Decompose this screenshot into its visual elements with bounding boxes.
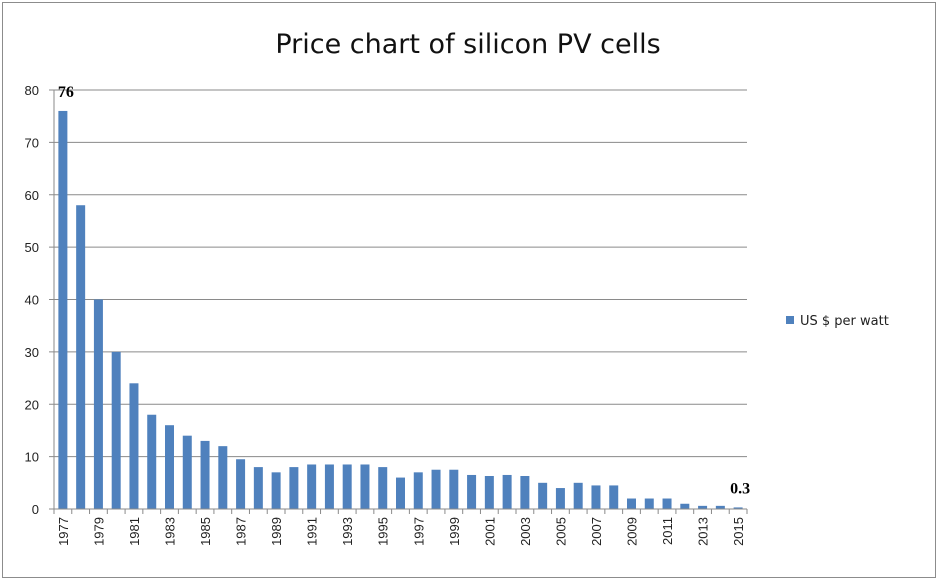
bar-2014 [715, 505, 725, 509]
x-tick-label-1997: 1997 [411, 517, 426, 546]
bar-1997 [413, 472, 423, 509]
bar-2005 [555, 488, 565, 509]
bar-1994 [360, 464, 370, 509]
bar-2006 [573, 482, 583, 509]
bar-2007 [591, 485, 601, 509]
x-tick-label-1977: 1977 [56, 517, 71, 546]
x-tick-label-2013: 2013 [696, 517, 711, 546]
x-tick-label-1983: 1983 [163, 517, 178, 546]
bar-1990 [289, 467, 299, 509]
bar-2008 [609, 485, 619, 509]
data-label-2015: 0.3 [730, 480, 750, 497]
x-tick-label-1993: 1993 [340, 517, 355, 546]
bar-1986 [218, 446, 228, 509]
bar-1985 [200, 440, 210, 509]
legend-entry-label: US $ per watt [800, 314, 889, 329]
bar-1992 [324, 464, 334, 509]
data-labels: 760.3 [58, 84, 750, 497]
bar-1984 [182, 435, 192, 509]
x-tick-label-1979: 1979 [91, 517, 106, 546]
axes: 0 10 20 30 40 50 60 70 80 1977 1979 1981 1983 1985 198… [25, 83, 748, 546]
y-tick-label-70: 70 [25, 135, 39, 150]
x-tick-label-2005: 2005 [553, 517, 568, 546]
bar-2009 [627, 498, 636, 509]
bar-1995 [378, 467, 388, 509]
x-tick-label-2011: 2011 [660, 517, 675, 545]
y-tick-label-60: 60 [25, 188, 39, 203]
y-tick-label-30: 30 [25, 345, 39, 360]
bar-2011 [662, 498, 672, 509]
x-tick-label-1995: 1995 [376, 517, 391, 546]
y-tick-label-20: 20 [25, 397, 39, 412]
bar-1981 [129, 383, 139, 509]
bar-2002 [502, 474, 512, 509]
bar-1982 [147, 414, 157, 509]
x-tick-label-2001: 2001 [482, 517, 497, 546]
bar-2003 [520, 476, 530, 509]
x-tick-label-2015: 2015 [731, 517, 746, 546]
bar-1999 [449, 469, 459, 509]
y-tick-label-50: 50 [25, 240, 39, 255]
legend: US $ per watt [786, 314, 889, 329]
x-tick-label-1989: 1989 [269, 517, 284, 546]
legend-swatch [786, 316, 794, 324]
x-tick-label-1981: 1981 [127, 517, 142, 546]
bar-1988 [253, 467, 263, 509]
bar-2000 [467, 474, 477, 509]
x-tick-label-2007: 2007 [589, 517, 604, 546]
x-tick-label-2009: 2009 [625, 517, 640, 546]
bar-series [58, 110, 743, 510]
x-tick-label-1999: 1999 [447, 517, 462, 546]
bar-1980 [111, 351, 121, 510]
x-tick-label-1985: 1985 [198, 517, 213, 546]
bar-1983 [165, 425, 174, 509]
bar-1979 [93, 299, 103, 509]
chart-title: Price chart of silicon PV cells [275, 29, 660, 60]
bar-2012 [680, 503, 690, 509]
bar-2001 [484, 476, 494, 509]
y-tick-label-10: 10 [25, 450, 39, 465]
bar-1996 [396, 477, 405, 509]
bar-2015 [733, 507, 743, 509]
y-tick-label-40: 40 [25, 293, 39, 308]
bar-1977 [58, 110, 68, 509]
x-tick-label-1987: 1987 [234, 517, 249, 546]
bar-1998 [431, 469, 441, 509]
bar-1993 [342, 464, 352, 509]
bar-1991 [307, 464, 317, 509]
bar-2013 [698, 505, 708, 509]
y-tick-label-0: 0 [32, 502, 39, 517]
x-tick-label-1991: 1991 [305, 517, 320, 546]
bar-1987 [236, 459, 246, 509]
x-tick-label-2003: 2003 [518, 517, 533, 546]
bar-2010 [644, 498, 654, 509]
bar-2004 [538, 482, 548, 509]
bar-1989 [271, 472, 281, 509]
data-label-1977: 76 [58, 84, 74, 101]
y-tick-label-80: 80 [25, 83, 39, 98]
gridlines [54, 89, 747, 458]
bar-1978 [76, 205, 86, 510]
